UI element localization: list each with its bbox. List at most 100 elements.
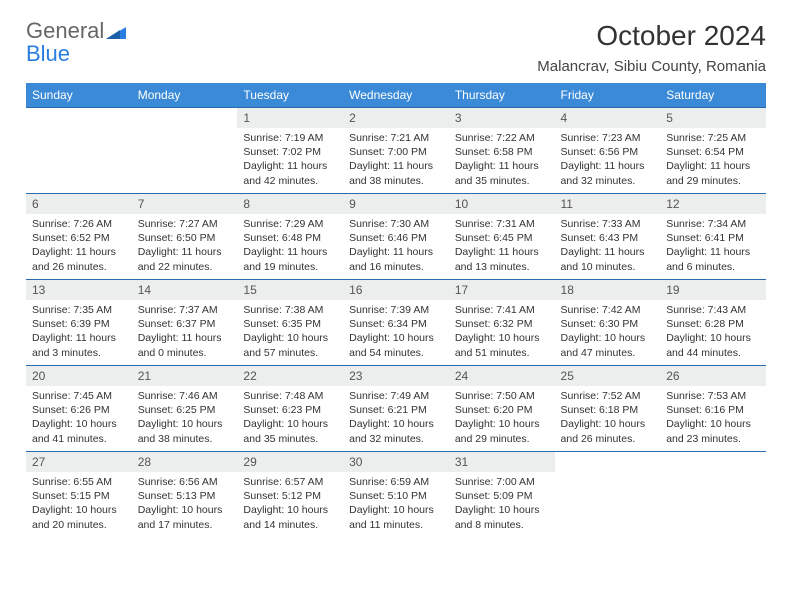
day-number: 11 (555, 194, 661, 214)
day-detail-line: Sunset: 6:32 PM (455, 317, 549, 331)
day-detail-line: Sunrise: 7:42 AM (561, 303, 655, 317)
day-detail-line: Daylight: 10 hours (349, 331, 443, 345)
day-detail-line: Sunrise: 7:50 AM (455, 389, 549, 403)
day-detail-line: Daylight: 10 hours (666, 417, 760, 431)
day-details: Sunrise: 7:22 AMSunset: 6:58 PMDaylight:… (449, 128, 555, 192)
day-detail-line: Sunset: 6:45 PM (455, 231, 549, 245)
calendar-cell: 23Sunrise: 7:49 AMSunset: 6:21 PMDayligh… (343, 366, 449, 452)
calendar-cell: 19Sunrise: 7:43 AMSunset: 6:28 PMDayligh… (660, 280, 766, 366)
day-detail-line: Sunrise: 7:21 AM (349, 131, 443, 145)
day-number: 23 (343, 366, 449, 386)
day-number: 1 (237, 108, 343, 128)
day-details: Sunrise: 7:23 AMSunset: 6:56 PMDaylight:… (555, 128, 661, 192)
day-detail-line: and 57 minutes. (243, 346, 337, 360)
day-detail-line: and 38 minutes. (138, 432, 232, 446)
day-detail-line: and 47 minutes. (561, 346, 655, 360)
day-detail-line: and 41 minutes. (32, 432, 126, 446)
day-details: Sunrise: 7:48 AMSunset: 6:23 PMDaylight:… (237, 386, 343, 450)
day-details: Sunrise: 7:46 AMSunset: 6:25 PMDaylight:… (132, 386, 238, 450)
calendar-table: Sunday Monday Tuesday Wednesday Thursday… (26, 83, 766, 538)
day-details: Sunrise: 7:26 AMSunset: 6:52 PMDaylight:… (26, 214, 132, 278)
day-detail-line: Daylight: 11 hours (455, 245, 549, 259)
day-detail-line: Daylight: 10 hours (561, 331, 655, 345)
day-number: 3 (449, 108, 555, 128)
calendar-cell: 3Sunrise: 7:22 AMSunset: 6:58 PMDaylight… (449, 108, 555, 194)
day-detail-line: Sunset: 5:12 PM (243, 489, 337, 503)
day-number: 5 (660, 108, 766, 128)
day-detail-line: Sunset: 6:41 PM (666, 231, 760, 245)
day-detail-line: Sunrise: 7:23 AM (561, 131, 655, 145)
day-detail-line: and 8 minutes. (455, 518, 549, 532)
day-number: 7 (132, 194, 238, 214)
day-header: Friday (555, 83, 661, 108)
day-number: 13 (26, 280, 132, 300)
calendar-cell: 11Sunrise: 7:33 AMSunset: 6:43 PMDayligh… (555, 194, 661, 280)
day-detail-line: Sunset: 7:02 PM (243, 145, 337, 159)
day-detail-line: Daylight: 11 hours (32, 245, 126, 259)
day-details: Sunrise: 7:53 AMSunset: 6:16 PMDaylight:… (660, 386, 766, 450)
day-detail-line: Sunrise: 7:35 AM (32, 303, 126, 317)
calendar-week-row: 6Sunrise: 7:26 AMSunset: 6:52 PMDaylight… (26, 194, 766, 280)
day-detail-line: and 19 minutes. (243, 260, 337, 274)
day-detail-line: and 20 minutes. (32, 518, 126, 532)
day-detail-line: and 42 minutes. (243, 174, 337, 188)
day-detail-line: Sunset: 6:48 PM (243, 231, 337, 245)
day-number: 30 (343, 452, 449, 472)
calendar-cell: 6Sunrise: 7:26 AMSunset: 6:52 PMDaylight… (26, 194, 132, 280)
day-detail-line: Sunset: 5:10 PM (349, 489, 443, 503)
day-details: Sunrise: 7:33 AMSunset: 6:43 PMDaylight:… (555, 214, 661, 278)
day-detail-line: Sunrise: 7:34 AM (666, 217, 760, 231)
day-number: 24 (449, 366, 555, 386)
day-detail-line: Daylight: 11 hours (561, 159, 655, 173)
day-detail-line: Sunset: 6:34 PM (349, 317, 443, 331)
day-detail-line: Daylight: 11 hours (243, 159, 337, 173)
calendar-cell: 25Sunrise: 7:52 AMSunset: 6:18 PMDayligh… (555, 366, 661, 452)
day-detail-line: Daylight: 11 hours (666, 245, 760, 259)
day-details: Sunrise: 7:34 AMSunset: 6:41 PMDaylight:… (660, 214, 766, 278)
location-text: Malancrav, Sibiu County, Romania (537, 58, 766, 75)
day-detail-line: and 23 minutes. (666, 432, 760, 446)
calendar-cell (660, 452, 766, 538)
day-detail-line: Sunset: 6:39 PM (32, 317, 126, 331)
day-details: Sunrise: 7:00 AMSunset: 5:09 PMDaylight:… (449, 472, 555, 536)
calendar-cell: 5Sunrise: 7:25 AMSunset: 6:54 PMDaylight… (660, 108, 766, 194)
day-detail-line: Sunrise: 7:29 AM (243, 217, 337, 231)
calendar-cell: 17Sunrise: 7:41 AMSunset: 6:32 PMDayligh… (449, 280, 555, 366)
day-header: Saturday (660, 83, 766, 108)
calendar-cell: 18Sunrise: 7:42 AMSunset: 6:30 PMDayligh… (555, 280, 661, 366)
day-detail-line: Daylight: 10 hours (561, 417, 655, 431)
day-detail-line: Sunrise: 7:38 AM (243, 303, 337, 317)
day-details: Sunrise: 7:19 AMSunset: 7:02 PMDaylight:… (237, 128, 343, 192)
day-number: 28 (132, 452, 238, 472)
day-detail-line: Sunrise: 7:00 AM (455, 475, 549, 489)
brand-triangle-icon (106, 21, 126, 43)
day-detail-line: Sunset: 6:30 PM (561, 317, 655, 331)
day-detail-line: Sunset: 6:35 PM (243, 317, 337, 331)
day-header: Tuesday (237, 83, 343, 108)
day-details: Sunrise: 7:41 AMSunset: 6:32 PMDaylight:… (449, 300, 555, 364)
day-detail-line: Daylight: 10 hours (138, 503, 232, 517)
calendar-cell: 9Sunrise: 7:30 AMSunset: 6:46 PMDaylight… (343, 194, 449, 280)
calendar-cell: 30Sunrise: 6:59 AMSunset: 5:10 PMDayligh… (343, 452, 449, 538)
day-number: 27 (26, 452, 132, 472)
day-detail-line: Daylight: 10 hours (666, 331, 760, 345)
day-detail-line: and 44 minutes. (666, 346, 760, 360)
day-detail-line: Daylight: 11 hours (561, 245, 655, 259)
brand-text: General Blue (26, 20, 126, 65)
day-detail-line: Sunrise: 7:26 AM (32, 217, 126, 231)
day-detail-line: Sunset: 6:43 PM (561, 231, 655, 245)
calendar-cell: 31Sunrise: 7:00 AMSunset: 5:09 PMDayligh… (449, 452, 555, 538)
day-detail-line: Sunrise: 7:48 AM (243, 389, 337, 403)
calendar-body: 1Sunrise: 7:19 AMSunset: 7:02 PMDaylight… (26, 108, 766, 538)
day-number: 21 (132, 366, 238, 386)
calendar-cell: 1Sunrise: 7:19 AMSunset: 7:02 PMDaylight… (237, 108, 343, 194)
day-detail-line: and 54 minutes. (349, 346, 443, 360)
day-number: 2 (343, 108, 449, 128)
calendar-week-row: 1Sunrise: 7:19 AMSunset: 7:02 PMDaylight… (26, 108, 766, 194)
day-detail-line: and 29 minutes. (455, 432, 549, 446)
calendar-week-row: 27Sunrise: 6:55 AMSunset: 5:15 PMDayligh… (26, 452, 766, 538)
day-details: Sunrise: 6:57 AMSunset: 5:12 PMDaylight:… (237, 472, 343, 536)
day-detail-line: and 29 minutes. (666, 174, 760, 188)
day-header: Thursday (449, 83, 555, 108)
day-detail-line: Sunset: 6:56 PM (561, 145, 655, 159)
